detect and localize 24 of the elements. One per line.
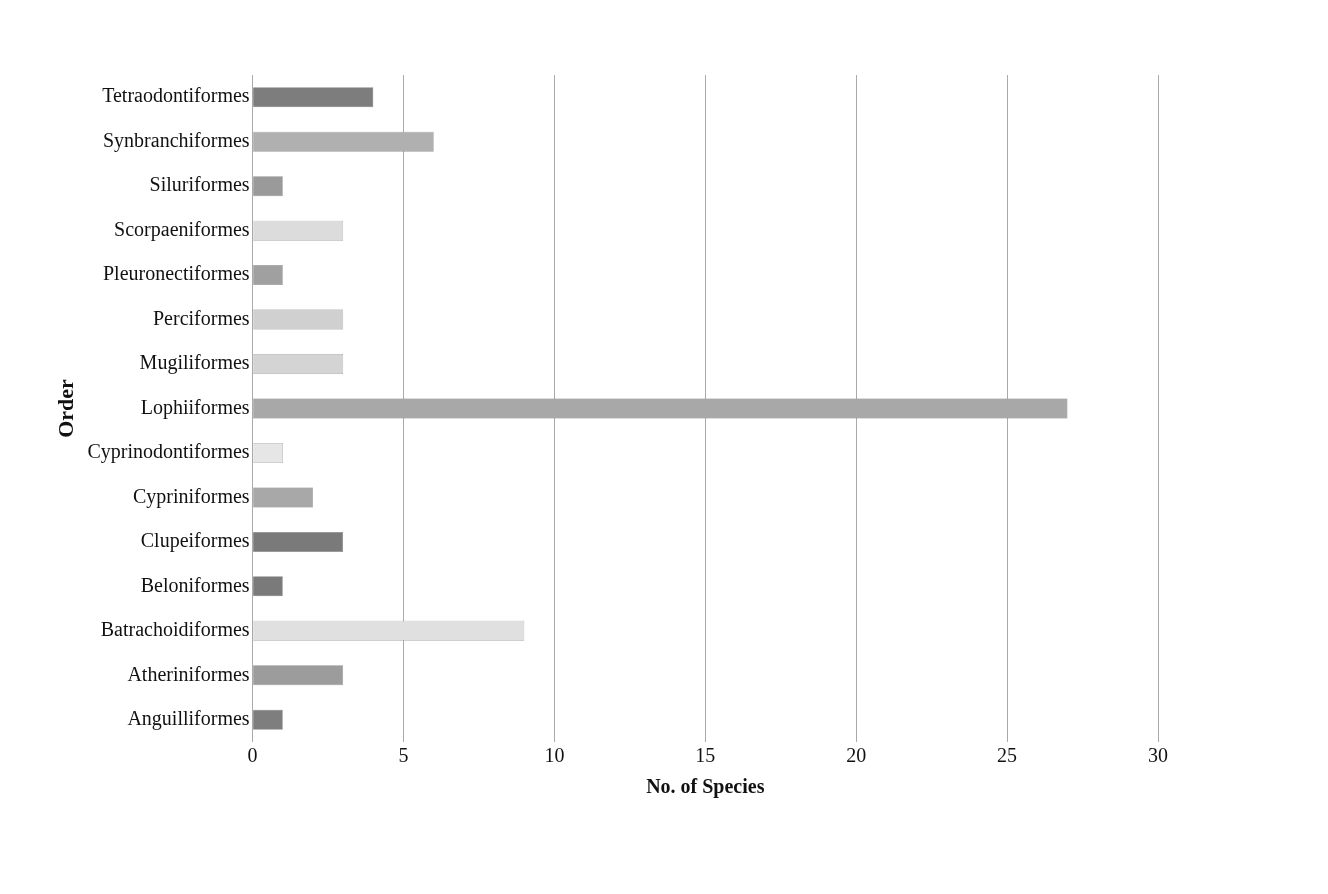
y-tick-label: Clupeiformes	[140, 529, 250, 553]
y-tick-label: Tetraodontiformes	[102, 84, 250, 107]
x-tick-label: 0	[247, 744, 258, 767]
y-tick-label: Beloniformes	[140, 573, 250, 596]
y-tick-label: Cypriniformes	[132, 484, 250, 508]
y-tick-label: Siluriformes	[149, 173, 250, 196]
y-tick-label: Atheriniformes	[127, 662, 250, 685]
y-tick-label: Scorpaeniformes	[114, 217, 250, 241]
y-tick-label: Batrachoidiformes	[100, 618, 250, 641]
y-tick-label: Synbranchiformes	[102, 128, 250, 152]
x-tick-label: 20	[846, 744, 867, 767]
x-tick-label: 15	[695, 744, 716, 767]
x-axis-title: No. of Species	[646, 775, 765, 799]
x-tick-label: 5	[398, 744, 409, 767]
y-tick-label: Lophiiformes	[140, 395, 250, 419]
x-tick-label: 25	[997, 744, 1018, 767]
x-tick-label: 10	[544, 744, 565, 767]
y-tick-label: Cyprinodontiformes	[87, 440, 250, 464]
y-tick-label: Pleuronectiformes	[102, 262, 250, 285]
y-tick-label: Perciformes	[152, 306, 250, 329]
y-tick-label: Mugiliformes	[139, 351, 250, 375]
y-axis-title: Order	[52, 378, 78, 438]
y-tick-label: Anguilliformes	[127, 707, 250, 731]
x-tick-label: 30	[1148, 744, 1168, 767]
